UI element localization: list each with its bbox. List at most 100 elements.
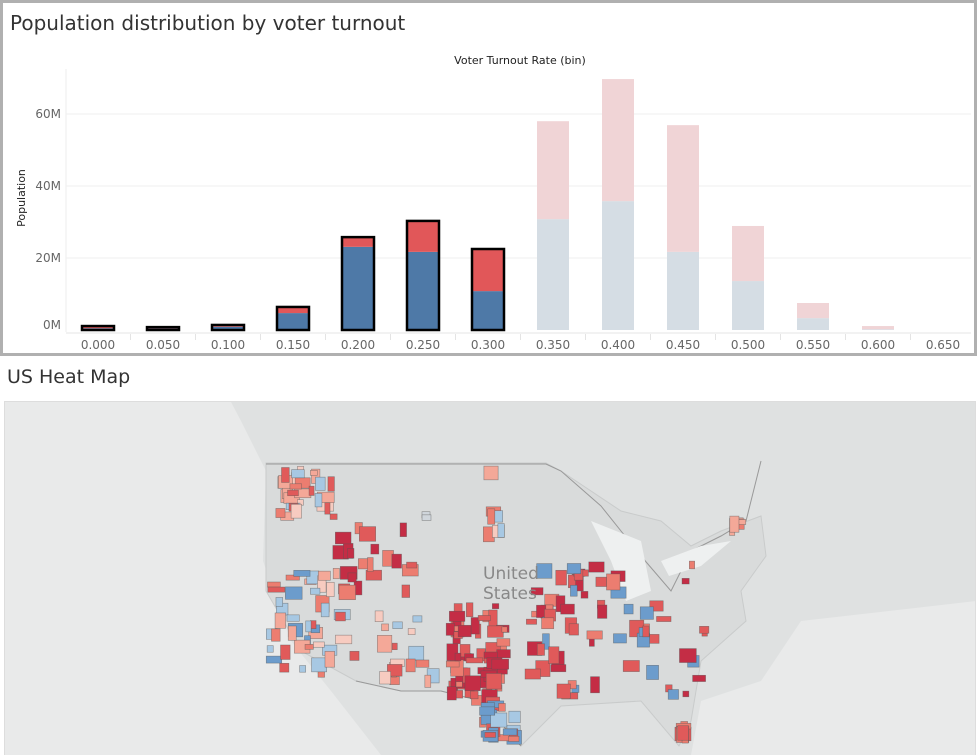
county-shape xyxy=(291,469,305,479)
bar-segment-0.350-red xyxy=(537,121,569,220)
county-shape xyxy=(464,675,481,691)
bar-selection-outline xyxy=(210,323,246,332)
county-shape xyxy=(280,644,291,660)
county-shape xyxy=(445,660,460,668)
county-shape xyxy=(548,646,560,664)
x-tick-label: 0.100 xyxy=(211,338,245,352)
county-shape xyxy=(287,625,297,641)
county-shape xyxy=(490,712,508,728)
county-shape xyxy=(667,689,679,700)
county-shape xyxy=(313,641,325,648)
x-tick-label: 0.050 xyxy=(146,338,180,352)
county-shape xyxy=(338,584,356,601)
county-shape xyxy=(299,665,306,673)
county-shape xyxy=(335,611,346,622)
x-tick-label: 0.350 xyxy=(536,338,570,352)
county-shape xyxy=(274,612,286,629)
bar-segment-0.400-blue xyxy=(602,201,634,330)
bar-segment-0.250-blue xyxy=(407,251,439,330)
county-shape xyxy=(682,690,690,698)
county-shape xyxy=(290,503,302,519)
bar-segment-0.200-blue xyxy=(342,246,374,330)
county-shape xyxy=(281,467,290,483)
county-shape xyxy=(483,651,498,659)
county-shape xyxy=(646,665,659,680)
county-shape xyxy=(308,485,315,496)
us-heat-map[interactable]: United States xyxy=(4,401,976,755)
map-title: US Heat Map xyxy=(7,366,131,388)
x-tick-label: 0.200 xyxy=(341,338,375,352)
county-shape xyxy=(391,553,402,569)
bar-selection-outline xyxy=(275,305,311,332)
county-shape xyxy=(401,584,410,598)
county-shape xyxy=(285,586,303,600)
county-shape xyxy=(275,597,284,607)
county-shape xyxy=(407,628,416,635)
county-shape xyxy=(374,610,384,622)
x-tick-label: 0.000 xyxy=(81,338,115,352)
bar-selection-outline xyxy=(405,219,441,332)
county-shape xyxy=(524,668,541,680)
x-tick-label: 0.400 xyxy=(601,338,635,352)
county-shape xyxy=(566,563,582,575)
county-shape xyxy=(597,604,608,619)
county-shape xyxy=(536,643,545,656)
county-shape xyxy=(315,476,326,491)
bar-segment-0.500-blue xyxy=(732,281,764,330)
county-shape xyxy=(293,570,311,577)
county-shape xyxy=(405,658,416,673)
county-shape xyxy=(332,568,340,580)
county-shape xyxy=(470,617,480,635)
county-shape xyxy=(568,623,579,636)
x-tick-label: 0.500 xyxy=(731,338,765,352)
county-shape xyxy=(484,732,496,738)
bar-segment-0.350-blue xyxy=(537,219,569,330)
county-shape xyxy=(446,686,457,701)
county-shape xyxy=(536,563,553,579)
x-tick-label: 0.250 xyxy=(406,338,440,352)
county-shape xyxy=(392,621,403,629)
county-shape xyxy=(287,489,299,497)
county-shape xyxy=(449,610,466,622)
county-shape xyxy=(415,659,430,668)
county-shape xyxy=(465,657,484,664)
county-shape xyxy=(399,522,407,537)
county-shape xyxy=(541,617,555,630)
county-shape xyxy=(347,548,355,559)
county-shape xyxy=(642,625,650,638)
great-lakes xyxy=(591,521,651,601)
county-shape xyxy=(681,578,690,585)
county-shape xyxy=(285,574,300,581)
county-shape xyxy=(656,616,672,622)
county-shape xyxy=(406,561,418,569)
map-canvas[interactable] xyxy=(5,402,975,755)
county-shape xyxy=(466,602,474,618)
county-shape xyxy=(501,626,508,633)
county-shape xyxy=(324,502,331,515)
county-shape xyxy=(497,523,505,538)
county-shape xyxy=(389,676,400,685)
histogram-chart: Voter Turnout Rate (bin) Population 0M 20M 4… xyxy=(15,54,971,352)
county-shape xyxy=(275,508,286,518)
bar-segment-0.450-red xyxy=(667,125,699,252)
county-shape xyxy=(310,470,318,476)
bar-segment-0.250-red xyxy=(407,220,439,252)
county-shape xyxy=(491,658,509,670)
x-tick-label: 0.550 xyxy=(796,338,830,352)
county-shape xyxy=(729,515,740,533)
county-shape xyxy=(320,602,330,618)
bar-segment-0.100-blue xyxy=(212,326,244,330)
x-axis-title: Voter Turnout Rate (bin) xyxy=(454,54,586,67)
county-shape xyxy=(454,652,462,662)
county-shape xyxy=(310,587,321,595)
county-shape xyxy=(570,584,578,597)
county-shape xyxy=(329,513,338,520)
bar-selection-outline xyxy=(145,325,181,332)
x-tick-label: 0.650 xyxy=(926,338,960,352)
county-shape xyxy=(555,569,567,586)
county-shape xyxy=(387,664,403,677)
bar-selection-outline xyxy=(470,247,506,332)
county-shape xyxy=(327,476,335,492)
county-shape xyxy=(305,620,312,633)
county-shape xyxy=(569,692,579,700)
